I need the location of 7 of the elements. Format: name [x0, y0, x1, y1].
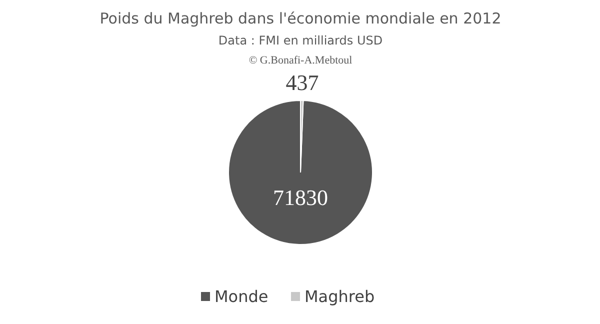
chart-subtitle: Data : FMI en milliards USD: [218, 34, 383, 48]
legend-label: Monde: [214, 287, 268, 306]
chart-title: Poids du Maghreb dans l'économie mondiale en 2012: [100, 10, 502, 28]
data-label: 71830: [273, 185, 328, 210]
legend-label: Maghreb: [304, 287, 375, 306]
text: © G.Bonafi-A.Mebtoul: [248, 54, 352, 66]
data-label: 437: [286, 70, 319, 96]
